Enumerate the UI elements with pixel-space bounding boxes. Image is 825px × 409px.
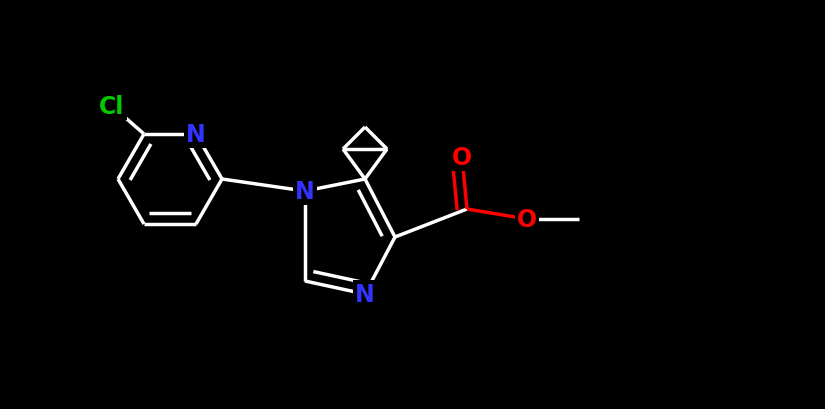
Text: Cl: Cl bbox=[99, 95, 125, 119]
Text: O: O bbox=[452, 146, 472, 170]
Text: N: N bbox=[295, 180, 315, 204]
Text: N: N bbox=[355, 282, 375, 306]
Text: N: N bbox=[186, 123, 206, 146]
Text: O: O bbox=[517, 207, 537, 231]
